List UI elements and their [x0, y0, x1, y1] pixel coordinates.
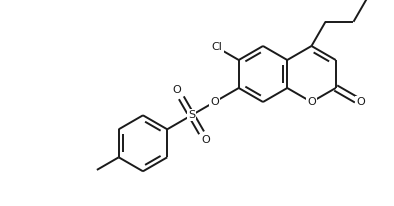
- Text: O: O: [201, 135, 210, 145]
- Text: Cl: Cl: [212, 42, 223, 53]
- Text: O: O: [356, 97, 365, 107]
- Text: O: O: [210, 97, 219, 107]
- Text: O: O: [173, 85, 182, 95]
- Text: O: O: [307, 97, 316, 107]
- Text: S: S: [188, 110, 195, 120]
